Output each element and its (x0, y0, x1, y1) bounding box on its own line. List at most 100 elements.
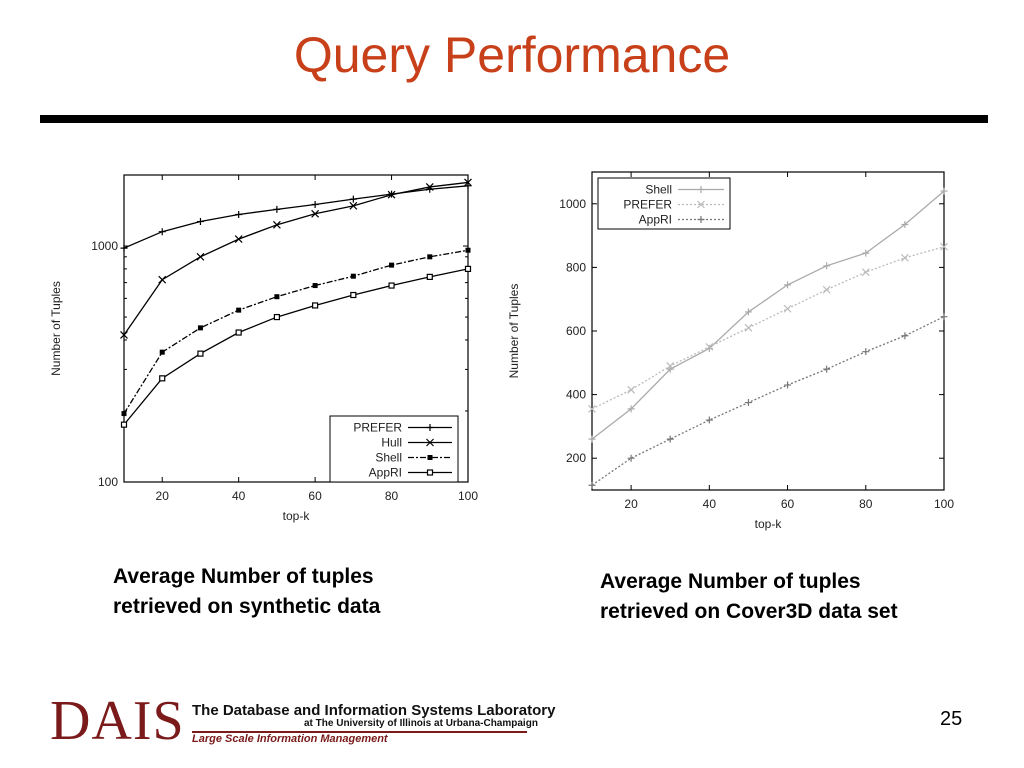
left-point-hull (425, 183, 434, 191)
right-legend-marker-shell (697, 186, 705, 193)
right-point-shell (627, 405, 635, 413)
left-plot-frame (123, 174, 469, 483)
dais-logo: DAIS (50, 690, 185, 752)
left-xtick-label: 100 (458, 489, 478, 503)
right-point-prefer (627, 385, 636, 394)
cover3d-caption: Average Number of tuples retrieved on Co… (600, 567, 898, 627)
left-point-appri (159, 375, 166, 382)
left-point-appri (388, 282, 395, 289)
left-point-prefer (196, 218, 204, 226)
right-xtick-label: 80 (859, 497, 873, 511)
left-point-appri (426, 273, 433, 280)
left-point-hull (311, 209, 320, 218)
right-point-appri (705, 416, 713, 424)
right-ytick-label: 200 (566, 451, 586, 465)
left-legend-label-hull: Hull (381, 436, 402, 450)
right-legend-marker-appri (697, 216, 705, 223)
left-point-hull (158, 275, 167, 284)
cover3d-chart: 20 40 60 80 100 200 400 600 800 1000 top-k Number o… (500, 160, 980, 545)
right-point-prefer (666, 362, 675, 370)
left-legend-marker-appri (426, 469, 434, 476)
left-series-line-hull (123, 181, 469, 336)
right-point-shell (862, 249, 870, 257)
right-legend-label-prefer: PREFER (623, 198, 672, 212)
right-point-appri (744, 399, 752, 407)
right-point-shell (744, 308, 752, 316)
left-point-shell (274, 294, 280, 300)
cover3d-caption-line2: retrieved on Cover3D data set (600, 600, 898, 623)
right-ytick-label: 800 (566, 260, 586, 274)
left-point-appri (312, 302, 319, 309)
left-point-prefer (311, 200, 319, 208)
left-point-prefer (158, 228, 166, 236)
page-number: 25 (940, 708, 963, 730)
right-point-prefer (861, 268, 870, 277)
left-point-hull (272, 220, 281, 229)
left-point-prefer (235, 211, 243, 219)
right-point-appri (666, 435, 674, 443)
lab-name: The Database and Information Systems Lab… (192, 702, 556, 719)
left-ytick-label: 100 (98, 475, 118, 489)
right-point-prefer (744, 323, 753, 332)
right-ytick-label: 1000 (559, 197, 586, 211)
synthetic-chart-svg: 20 40 60 80 100 100 1000 top-k Number of Tuples P… (49, 174, 478, 523)
left-legend-label-appri: AppRI (369, 466, 402, 480)
left-point-shell (121, 411, 127, 417)
left-point-prefer (120, 244, 128, 252)
left-legend-marker-hull (426, 438, 434, 447)
right-point-appri (627, 454, 635, 462)
left-point-shell (350, 273, 356, 279)
cover3d-caption-line1: Average Number of tuples (600, 570, 861, 593)
left-point-shell (389, 262, 395, 268)
left-xtick-label: 40 (232, 489, 246, 503)
left-point-shell (236, 307, 242, 313)
left-point-appri (350, 291, 357, 299)
right-point-appri (862, 348, 870, 356)
lab-university: at The University of Illinois at Urbana-… (304, 718, 538, 729)
right-ytick-label: 400 (566, 388, 586, 402)
left-point-prefer (464, 182, 472, 190)
left-ytick-label: 1000 (91, 239, 118, 253)
right-xtick-label: 60 (781, 497, 795, 511)
left-y-axis-label: Number of Tuples (49, 281, 63, 376)
synthetic-caption-line2: retrieved on synthetic data (113, 595, 381, 618)
right-legend-label-shell: Shell (645, 183, 672, 197)
right-point-prefer (705, 342, 714, 351)
left-point-hull (387, 190, 396, 199)
left-xtick-label: 20 (156, 489, 170, 503)
synthetic-caption-line1: Average Number of tuples (113, 565, 374, 588)
right-xtick-label: 40 (703, 497, 717, 511)
right-point-prefer (588, 404, 596, 413)
right-point-shell (940, 187, 948, 195)
right-point-prefer (822, 285, 831, 294)
left-point-hull (234, 235, 243, 244)
left-xtick-label: 80 (385, 489, 399, 503)
left-point-hull (196, 252, 205, 261)
right-point-shell (588, 435, 596, 443)
right-legend-box (597, 177, 731, 230)
left-series-line-prefer (123, 185, 469, 249)
right-legend-marker-prefer (697, 200, 705, 209)
right-series-line-prefer (591, 246, 945, 410)
left-series-line-appri (123, 268, 469, 426)
right-y-axis-label: Number of Tuples (507, 284, 521, 379)
left-point-shell (197, 325, 203, 331)
right-ytick-label: 600 (566, 324, 586, 338)
left-legend-label-prefer: PREFER (353, 421, 402, 435)
right-point-appri (588, 481, 596, 489)
left-point-hull (120, 331, 128, 339)
left-point-prefer (273, 205, 281, 213)
left-point-appri (120, 421, 128, 428)
title-divider (40, 115, 988, 123)
left-legend-marker-prefer (426, 424, 434, 431)
left-point-prefer (349, 195, 357, 203)
left-xtick-label: 60 (308, 489, 322, 503)
right-series-line-shell (591, 190, 945, 440)
left-point-shell (427, 254, 433, 260)
right-point-appri (784, 381, 792, 389)
lab-tagline: Large Scale Information Management (192, 733, 388, 745)
left-point-shell (465, 247, 471, 253)
right-point-shell (901, 220, 909, 228)
right-legend-label-appri: AppRI (639, 213, 672, 227)
left-point-appri (273, 313, 280, 321)
